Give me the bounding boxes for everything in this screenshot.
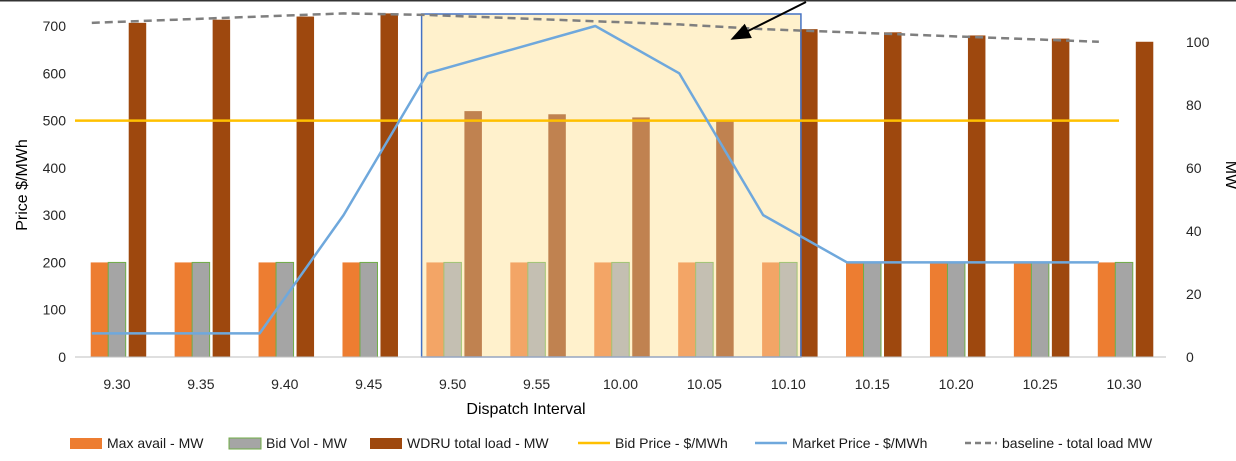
y2-tick-label: 40: [1186, 223, 1202, 239]
bar-wdru-10-15: [884, 32, 902, 358]
y-tick-label: 200: [43, 254, 67, 270]
bar-max-10-15: [846, 262, 864, 357]
lines: [75, 12, 1120, 335]
y-tick-label: 700: [43, 18, 67, 34]
x-tick-label: 9.30: [103, 376, 130, 392]
highlight-border: [420, 13, 802, 358]
bar-wdru-9-45: [380, 13, 398, 358]
annotation-arrow: [730, 1, 807, 40]
y2-axis-title: MW: [1222, 161, 1236, 190]
bar-max-10-20: [929, 262, 948, 357]
bar-wdru-10-25: [1051, 38, 1070, 357]
legend-label: WDRU total load - MW: [407, 435, 549, 451]
y2-tick-label: 80: [1186, 97, 1202, 113]
y-tick-label: 600: [43, 65, 67, 81]
x-tick-label: 10.05: [687, 376, 722, 392]
x-tick-label: 9.45: [355, 376, 382, 392]
bar-bid-9-40: [275, 261, 295, 358]
bar-bid-9-45: [359, 261, 378, 358]
legend-swatch: [370, 438, 402, 449]
bar-max-9-40: [258, 262, 277, 357]
y-tick-label: 300: [43, 207, 67, 223]
bar-wdru-10-05: [716, 120, 734, 357]
axes: 0 100 200 300 400 500 600 700 0 20 40 60 80 100 9.30 9.…: [43, 18, 1210, 392]
arrow-line: [730, 1, 807, 40]
x-tick-label: 10.25: [1023, 376, 1058, 392]
legend-label: Bid Price - $/MWh: [615, 435, 728, 451]
bar-max-9-35: [174, 262, 193, 357]
y-axis-title: Price $/MWh: [14, 139, 31, 231]
bar-wdru-9-55: [548, 114, 566, 358]
bar-wdru-9-40: [296, 16, 315, 358]
bar-max-10-25: [1013, 262, 1032, 357]
legend-label: baseline - total load MW: [1002, 435, 1153, 451]
bar-max-9-55: [510, 262, 528, 357]
x-tick-label: 9.40: [271, 376, 298, 392]
legend-swatch: [70, 438, 102, 449]
x-tick-label: 10.15: [855, 376, 890, 392]
bar-wdru-9-50: [464, 111, 482, 357]
bar-max-10-05: [678, 262, 696, 357]
legend-swatch: [228, 437, 262, 450]
bar-max-10-30: [1097, 262, 1116, 357]
x-tick-label: 10.10: [771, 376, 806, 392]
bar-bid-10-20: [946, 261, 966, 358]
bar-bid-9-35: [191, 261, 211, 358]
bar-wdru-9-35: [212, 19, 231, 357]
x-tick-label: 9.55: [523, 376, 550, 392]
y2-tick-label: 60: [1186, 160, 1202, 176]
bar-bid-10-15: [863, 261, 882, 358]
bar-max-9-50: [426, 262, 444, 357]
highlight-overlay: [420, 13, 802, 358]
bar-wdru-9-30: [128, 22, 147, 357]
bar-wdru-10-20: [967, 35, 986, 357]
y-tick-label: 500: [43, 113, 67, 129]
bar-wdru-10-00: [632, 117, 650, 358]
bar-bid-10-30: [1114, 261, 1134, 358]
bar-bid-10-25: [1030, 261, 1050, 358]
x-axis-title: Dispatch Interval: [466, 401, 585, 418]
bar-bid-9-30: [107, 261, 127, 358]
bar-max-10-00: [594, 262, 612, 357]
bar-max-10-10: [762, 262, 780, 357]
line-market: [91, 24, 1099, 335]
bar-wdru-10-30: [1135, 41, 1154, 358]
y2-tick-label: 20: [1186, 286, 1202, 302]
y-tick-label: 100: [43, 302, 67, 318]
line-baseline: [91, 12, 1099, 44]
bar-max-9-30: [90, 262, 109, 357]
legend-label: Market Price - $/MWh: [792, 435, 927, 451]
x-tick-label: 10.30: [1107, 376, 1142, 392]
y-tick-label: 0: [58, 349, 66, 365]
legend-label: Max avail - MW: [107, 435, 204, 451]
bar-wdru-10-10: [800, 29, 818, 358]
y2-tick-label: 100: [1186, 34, 1210, 50]
x-tick-label: 9.35: [187, 376, 214, 392]
x-tick-label: 9.50: [439, 376, 466, 392]
y2-tick-label: 0: [1186, 349, 1194, 365]
y-tick-label: 400: [43, 160, 67, 176]
x-tick-label: 10.00: [603, 376, 638, 392]
legend-label: Bid Vol - MW: [266, 435, 348, 451]
x-tick-label: 10.20: [939, 376, 974, 392]
bar-max-9-45: [342, 262, 360, 357]
legend: Max avail - MW Bid Vol - MW WDRU total loa…: [70, 435, 1153, 451]
